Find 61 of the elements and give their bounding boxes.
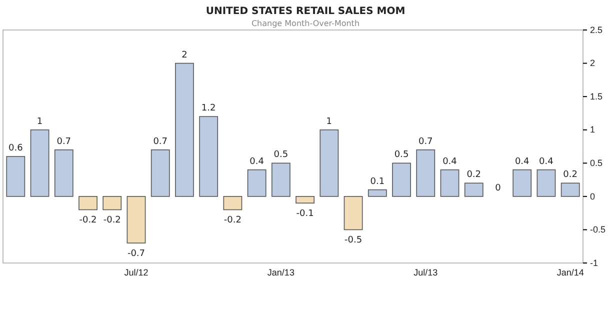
data-label: -0.7 (127, 249, 146, 260)
bar (344, 196, 363, 230)
data-label: 0.5 (274, 150, 288, 160)
bar (512, 169, 532, 197)
x-tick-label: Jul/13 (414, 267, 438, 278)
chart-subtitle: Change Month-Over-Month (251, 19, 360, 28)
y-tick-label: 2.5 (590, 24, 603, 35)
data-label: 1 (326, 116, 332, 127)
data-label: -0.2 (103, 216, 121, 226)
y-tick-label: 1.5 (590, 91, 603, 102)
bar (150, 149, 170, 197)
y-tick-label: 2 (590, 58, 596, 68)
bar (536, 169, 556, 197)
y-tick-label: 1 (590, 124, 596, 135)
bar (416, 149, 436, 197)
data-label: 0.7 (418, 136, 433, 147)
y-tick-label: 0.5 (590, 158, 603, 168)
data-label: -0.2 (79, 216, 97, 226)
data-label: 1 (36, 116, 43, 127)
data-label: 0.4 (539, 156, 554, 167)
data-label: 0.4 (514, 156, 530, 167)
x-tick-label: Jan/14 (556, 267, 584, 278)
bar (30, 129, 50, 197)
bar (296, 196, 314, 204)
bar (440, 169, 460, 197)
bar (368, 189, 387, 197)
bar (464, 182, 484, 197)
data-label: 0.2 (466, 170, 482, 180)
data-label: 0.7 (56, 136, 72, 147)
data-label: 0.4 (250, 156, 264, 167)
bar (223, 196, 242, 210)
bar (6, 156, 26, 197)
bar (78, 196, 98, 210)
data-label: 2 (182, 50, 188, 60)
y-tick-label: 0 (590, 191, 596, 202)
data-label: 0.1 (370, 176, 385, 187)
bar (320, 129, 339, 197)
data-label: 0.7 (153, 136, 168, 147)
bar (272, 162, 290, 197)
data-label: 0 (495, 183, 502, 194)
data-label: -0.1 (296, 209, 314, 220)
y-tick-label: -1 (590, 258, 598, 268)
data-label: -0.5 (344, 236, 362, 246)
data-label: 0.2 (563, 170, 578, 180)
data-label: 0.5 (394, 150, 409, 160)
bar (247, 169, 266, 197)
bar (126, 196, 146, 244)
bar (392, 162, 411, 197)
bar (102, 196, 122, 210)
x-tick-label: Jan/13 (267, 267, 294, 278)
bar (175, 62, 194, 197)
bar (560, 182, 580, 197)
bar (54, 149, 74, 197)
x-tick-label: Jul/12 (124, 267, 148, 278)
bar (199, 116, 218, 197)
data-label: 0.6 (8, 143, 24, 154)
y-tick-label: -0.5 (590, 224, 606, 235)
chart-title: UNITED STATES RETAIL SALES MOM (206, 6, 406, 17)
data-label: 0.4 (442, 156, 458, 167)
data-label: 1.2 (201, 104, 216, 114)
data-label: -0.2 (224, 216, 242, 226)
